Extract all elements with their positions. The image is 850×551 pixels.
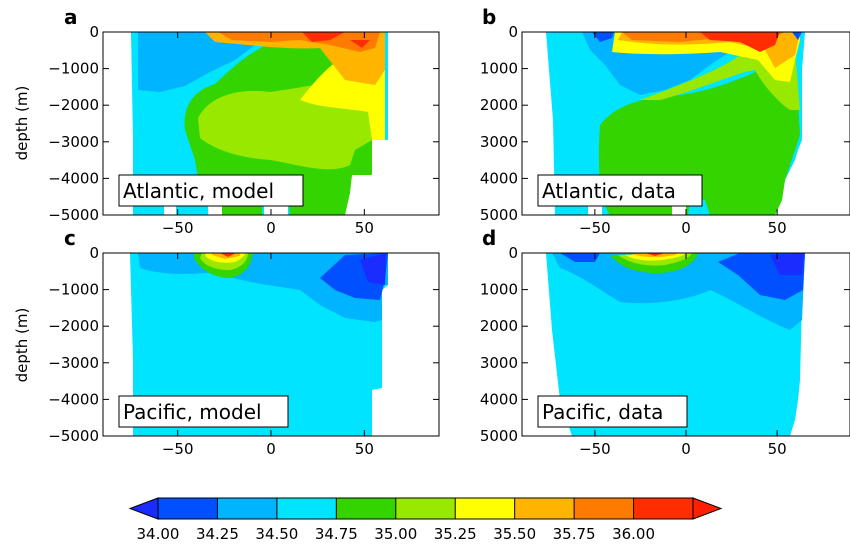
panel-c: c Pacific, model 0 −1000 −2000 −3000 −4000 −5… xyxy=(48,226,440,458)
salinity-region xyxy=(592,32,802,42)
colorbar-swatch xyxy=(276,498,337,519)
panel-d: d Pacific, data 0 1000 2000 3000 4000 5000 −5… xyxy=(480,226,850,458)
panel-b-yticks: 0 1000 2000 3000 4000 5000 xyxy=(480,23,850,224)
colorbar: 34.00 34.25 34.50 34.75 35.00 35.25 35.50 35.75… xyxy=(128,497,723,543)
y-tick-label: −1000 xyxy=(48,60,99,78)
salinity-region xyxy=(560,253,805,300)
colorbar-swatch xyxy=(455,498,516,519)
x-tick-label: 0 xyxy=(266,219,276,237)
colorbar-tick-label: 34.00 xyxy=(137,525,180,543)
salinity-region xyxy=(700,32,780,52)
y-tick-label: 0 xyxy=(508,23,518,41)
panel-a-yticks: 0 −1000 −2000 −3000 −4000 −5000 xyxy=(48,23,439,224)
y-tick-label: −1000 xyxy=(48,281,99,299)
colorbar-tick-label: 35.00 xyxy=(374,525,417,543)
y-tick-label: 0 xyxy=(89,23,99,41)
x-tick-label: −50 xyxy=(579,219,611,237)
y-axis-title-bottom: depth (m) xyxy=(13,308,31,383)
x-tick-label: −50 xyxy=(162,440,194,458)
y-tick-label: −4000 xyxy=(48,169,99,187)
colorbar-tick-label: 35.25 xyxy=(434,525,477,543)
colorbar-swatch xyxy=(633,498,694,519)
y-tick-label: 4000 xyxy=(480,169,518,187)
colorbar-tick-label: 34.25 xyxy=(196,525,239,543)
panel-c-label: c xyxy=(64,226,76,250)
panel-c-annotation-box xyxy=(118,395,289,428)
panel-b-annotation-box xyxy=(537,174,703,207)
y-tick-label: −3000 xyxy=(48,354,99,372)
salinity-region xyxy=(220,253,236,257)
x-tick-label: −50 xyxy=(579,440,611,458)
salinity-region xyxy=(302,32,370,48)
x-tick-label: −50 xyxy=(162,219,194,237)
colorbar-tick-label: 36.00 xyxy=(612,525,655,543)
colorbar-swatch xyxy=(395,498,456,519)
y-tick-label: 2000 xyxy=(480,317,518,335)
x-tick-label: 50 xyxy=(355,440,374,458)
panel-a-annotation: Atlantic, model xyxy=(123,179,274,203)
salinity-region xyxy=(360,253,386,285)
y-tick-label: 2000 xyxy=(480,96,518,114)
colorbar-extend-low xyxy=(128,497,159,520)
colorbar-outline xyxy=(157,497,694,520)
panel-a-label: a xyxy=(64,5,78,29)
panel-b-xticks: −50 0 50 xyxy=(579,32,787,237)
colorbar-swatch xyxy=(158,498,218,519)
panel-a: a Atlantic, model 0 −1000 −2000 −3000 −4000 −… xyxy=(48,5,440,237)
panel-b-annotation: Atlantic, data xyxy=(542,179,676,203)
y-tick-label: 1000 xyxy=(480,281,518,299)
panel-d-contours xyxy=(546,253,805,436)
x-tick-label: 0 xyxy=(681,219,691,237)
colorbar-swatch xyxy=(336,498,397,519)
salinity-region xyxy=(640,50,800,110)
salinity-region xyxy=(645,253,665,256)
x-tick-label: 0 xyxy=(681,440,691,458)
panel-d-annotation-box xyxy=(537,395,688,428)
panel-d-xticks: −50 0 50 xyxy=(579,253,787,458)
panel-c-yticks: 0 −1000 −2000 −3000 −4000 −5000 xyxy=(48,244,439,445)
salinity-region xyxy=(138,32,262,92)
colorbar-swatch xyxy=(217,498,278,519)
y-tick-label: −3000 xyxy=(48,133,99,151)
y-tick-label: −2000 xyxy=(48,317,99,335)
colorbar-tick-label: 35.75 xyxy=(553,525,596,543)
panel-d-annotation: Pacific, data xyxy=(542,400,663,424)
salinity-region xyxy=(218,32,380,52)
y-tick-label: −5000 xyxy=(48,427,99,445)
salinity-region xyxy=(138,253,388,322)
y-tick-label: 1000 xyxy=(480,60,518,78)
panel-c-contours xyxy=(130,253,388,436)
y-axis-title-top: depth (m) xyxy=(13,86,31,161)
y-tick-label: 3000 xyxy=(480,133,518,151)
colorbar-swatch xyxy=(574,498,635,519)
salinity-region xyxy=(770,253,804,275)
y-tick-label: −2000 xyxy=(48,96,99,114)
panel-b-label: b xyxy=(482,5,496,29)
y-tick-label: 3000 xyxy=(480,354,518,372)
x-tick-label: 0 xyxy=(266,440,276,458)
y-tick-label: 0 xyxy=(508,244,518,262)
panel-d-label: d xyxy=(482,226,496,250)
colorbar-tick-label: 35.50 xyxy=(493,525,536,543)
colorbar-swatch xyxy=(514,498,575,519)
colorbar-extend-high xyxy=(692,497,723,520)
x-tick-label: 50 xyxy=(768,440,787,458)
y-tick-label: 0 xyxy=(89,244,99,262)
panel-c-xticks: −50 0 50 xyxy=(162,253,374,458)
y-tick-label: 4000 xyxy=(480,390,518,408)
panel-b: b Atlantic, data 0 1000 2000 3000 4000 5000 −… xyxy=(480,5,850,237)
colorbar-tick-label: 34.75 xyxy=(315,525,358,543)
y-tick-label: −5000 xyxy=(48,206,99,224)
y-tick-label: 5000 xyxy=(480,427,518,445)
x-tick-label: 50 xyxy=(355,219,374,237)
x-tick-label: 50 xyxy=(768,219,787,237)
y-tick-label: −4000 xyxy=(48,390,99,408)
y-tick-label: 5000 xyxy=(480,206,518,224)
colorbar-tick-label: 34.50 xyxy=(255,525,298,543)
panel-a-annotation-box xyxy=(118,174,304,207)
panel-c-annotation: Pacific, model xyxy=(123,400,262,424)
panel-a-xticks: −50 0 50 xyxy=(162,32,374,237)
panel-d-yticks: 0 1000 2000 3000 4000 5000 xyxy=(480,244,850,445)
